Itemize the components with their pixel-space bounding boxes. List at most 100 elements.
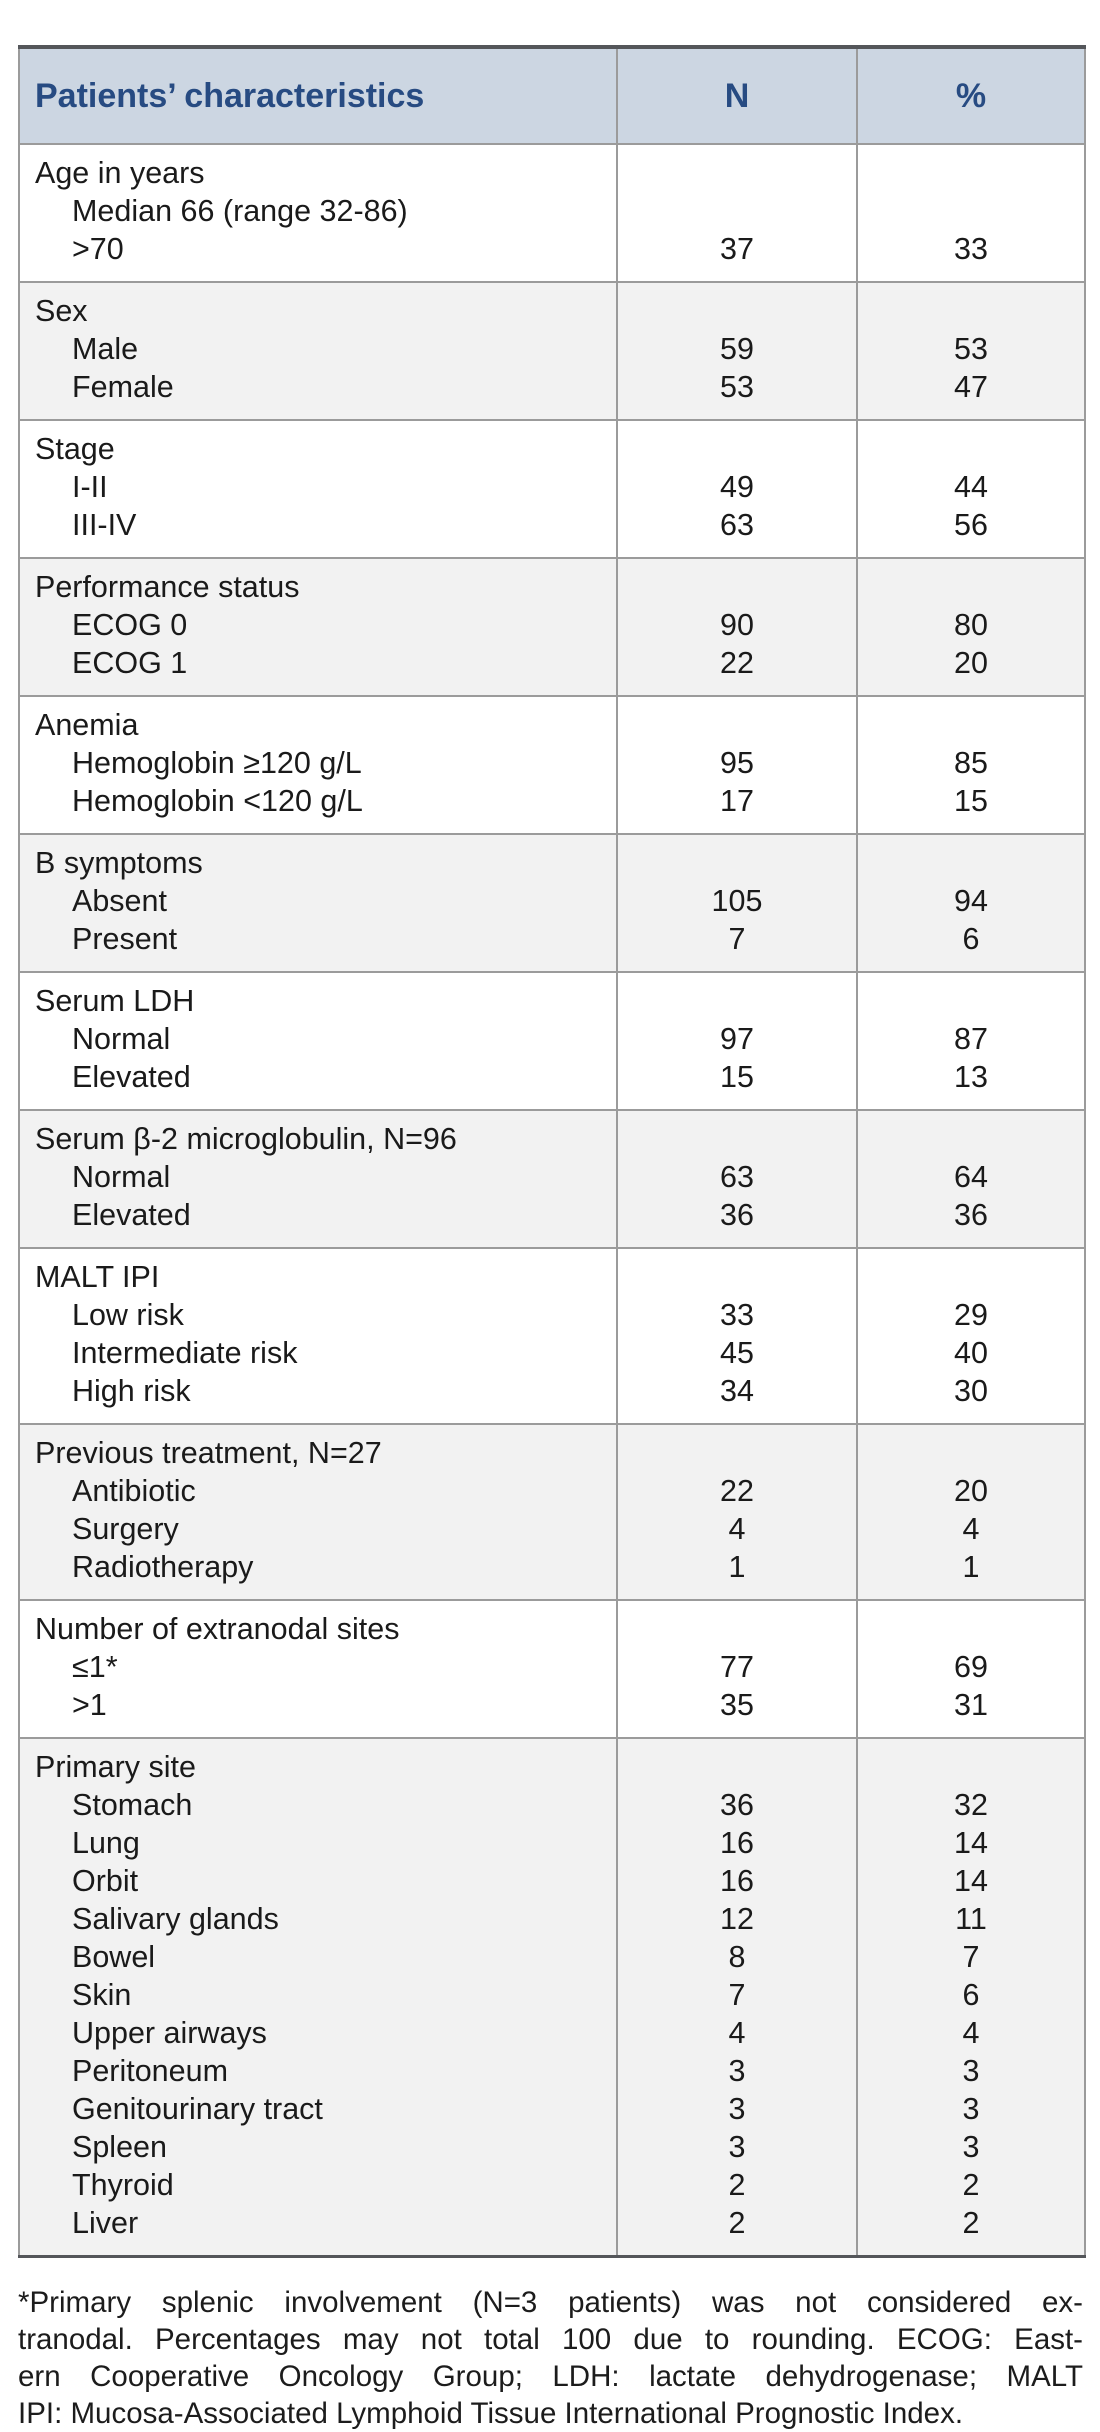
group-label: MALT IPI	[35, 1260, 160, 1294]
row-label: Intermediate risk	[72, 1336, 298, 1370]
group-label: Serum β-2 microglobulin, N=96	[35, 1122, 457, 1156]
percent-value: 32	[954, 1788, 988, 1822]
row-label: Orbit	[72, 1864, 139, 1898]
row-label: Elevated	[72, 1060, 191, 1094]
percent-value	[858, 844, 1084, 882]
characteristic-cell: Age in years Median 66 (range 32-86) >70	[18, 143, 618, 283]
n-value	[618, 568, 856, 606]
n-value: 7	[728, 1978, 746, 2012]
characteristic-cell: Stage I-II III-IV	[18, 419, 618, 559]
n-cell: 49 63	[616, 419, 858, 559]
table-row-group: Serum β-2 microglobulin, N=96 Normal Eleva…	[18, 1109, 1086, 1249]
row-label: Radiotherapy	[72, 1550, 254, 1584]
percent-value: 44	[954, 470, 988, 504]
n-value: 36	[720, 1198, 754, 1232]
table-row-group: Stage I-II III-IV 49 63 44 56	[18, 419, 1086, 559]
percent-value: 87	[954, 1022, 988, 1056]
characteristic-cell: Performance status ECOG 0 ECOG 1	[18, 557, 618, 697]
percent-cell: 44 56	[856, 419, 1086, 559]
percent-value: 64	[954, 1160, 988, 1194]
group-label: Primary site	[35, 1750, 196, 1784]
characteristic-cell: Previous treatment, N=27 Antibiotic Surger…	[18, 1423, 618, 1601]
percent-cell: 69 31	[856, 1599, 1086, 1739]
percent-cell: 53 47	[856, 281, 1086, 421]
n-cell: 33 45 34	[616, 1247, 858, 1425]
percent-value	[858, 1258, 1084, 1296]
percent-cell: 80 20	[856, 557, 1086, 697]
percent-value: 6	[962, 922, 980, 956]
n-value	[618, 154, 856, 192]
percent-value: 2	[962, 2168, 980, 2202]
n-cell: 37	[616, 143, 858, 283]
header-row: Patients’ characteristics N %	[18, 46, 1086, 145]
n-value: 15	[720, 1060, 754, 1094]
n-value: 16	[720, 1864, 754, 1898]
footnote-line: ern Cooperative Oncology Group; LDH: lac…	[18, 2360, 1083, 2393]
n-cell: 97 15	[616, 971, 858, 1111]
percent-value: 31	[954, 1688, 988, 1722]
n-value	[618, 1120, 856, 1158]
n-value: 1	[728, 1550, 746, 1584]
n-value	[618, 706, 856, 744]
row-label: III-IV	[72, 508, 137, 542]
n-value: 97	[720, 1022, 754, 1056]
percent-value: 7	[962, 1940, 980, 1974]
n-value: 63	[720, 508, 754, 542]
group-label: Stage	[35, 432, 115, 466]
n-value	[618, 1258, 856, 1296]
row-label: Peritoneum	[72, 2054, 228, 2088]
percent-value: 53	[954, 332, 988, 366]
n-value: 34	[720, 1374, 754, 1408]
percent-value	[858, 430, 1084, 468]
row-label: Stomach	[72, 1788, 193, 1822]
percent-value: 33	[954, 232, 988, 266]
n-value: 7	[728, 922, 746, 956]
n-cell: 63 36	[616, 1109, 858, 1249]
table-row-group: Sex Male Female 59 53 53 47	[18, 281, 1086, 421]
percent-value	[858, 568, 1084, 606]
percent-cell: 94 6	[856, 833, 1086, 973]
characteristic-cell: Anemia Hemoglobin ≥120 g/L Hemoglobin <120…	[18, 695, 618, 835]
percent-value: 2	[962, 2206, 980, 2240]
table-body: Age in years Median 66 (range 32-86) >70 3…	[18, 143, 1086, 2258]
n-value: 22	[720, 646, 754, 680]
footnote-line: IPI: Mucosa-Associated Lymphoid Tissue I…	[18, 2397, 964, 2430]
n-value	[618, 292, 856, 330]
percent-value	[858, 292, 1084, 330]
n-value: 90	[720, 608, 754, 642]
n-value	[618, 430, 856, 468]
row-label: Female	[72, 370, 174, 404]
row-label: Absent	[72, 884, 167, 918]
percent-value: 30	[954, 1374, 988, 1408]
row-label: >70	[72, 232, 124, 266]
n-cell: 90 22	[616, 557, 858, 697]
row-label: Hemoglobin <120 g/L	[72, 784, 363, 818]
percent-cell: 32 14 14 11 7 6 4 3 3 3 2 2	[856, 1737, 1086, 2258]
row-label: Surgery	[72, 1512, 179, 1546]
percent-value: 56	[954, 508, 988, 542]
percent-value: 47	[954, 370, 988, 404]
n-cell: 95 17	[616, 695, 858, 835]
n-value: 49	[720, 470, 754, 504]
row-label: ≤1*	[72, 1650, 118, 1684]
percent-value: 29	[954, 1298, 988, 1332]
row-label: High risk	[72, 1374, 191, 1408]
percent-value	[858, 982, 1084, 1020]
row-label: Normal	[72, 1160, 171, 1194]
n-value: 2	[728, 2168, 746, 2202]
footnote-line: tranodal. Percentages may not total 100 …	[18, 2323, 1083, 2356]
n-value	[618, 982, 856, 1020]
percent-value	[858, 1748, 1084, 1786]
row-label: Genitourinary tract	[72, 2092, 323, 2126]
n-cell: 105 7	[616, 833, 858, 973]
n-value	[618, 844, 856, 882]
characteristic-cell: B symptoms Absent Present	[18, 833, 618, 973]
percent-cell: 33	[856, 143, 1086, 283]
n-value: 3	[728, 2054, 746, 2088]
n-value: 2	[728, 2206, 746, 2240]
n-cell: 59 53	[616, 281, 858, 421]
row-label: Present	[72, 922, 178, 956]
row-label: Antibiotic	[72, 1474, 196, 1508]
percent-value: 94	[954, 884, 988, 918]
